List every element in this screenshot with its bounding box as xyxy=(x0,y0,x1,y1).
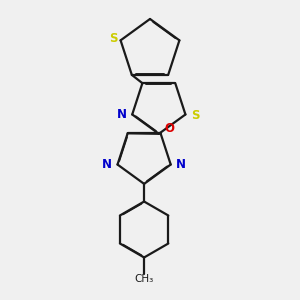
Text: S: S xyxy=(109,32,118,45)
Text: N: N xyxy=(176,158,186,171)
Text: N: N xyxy=(102,158,112,171)
Text: O: O xyxy=(164,122,174,135)
Text: S: S xyxy=(191,110,200,122)
Text: CH₃: CH₃ xyxy=(134,274,154,284)
Text: N: N xyxy=(117,108,127,121)
